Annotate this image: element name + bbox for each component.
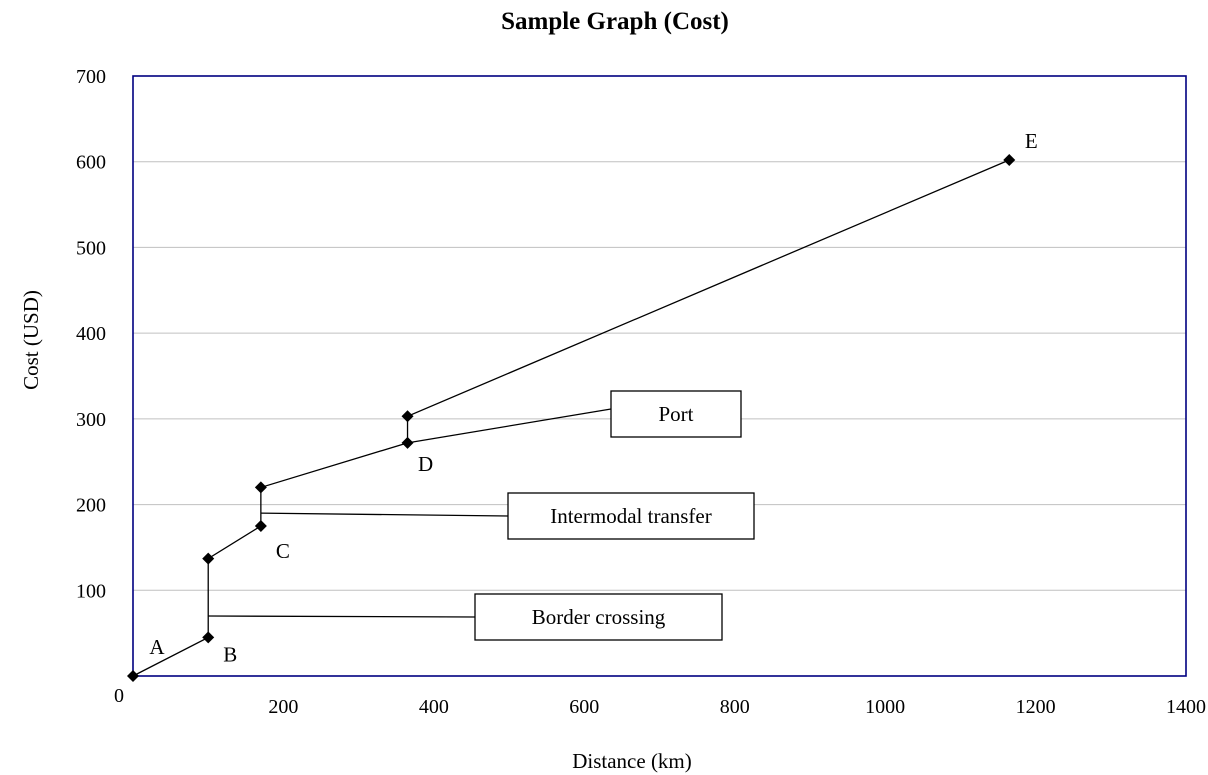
point-label: D — [418, 452, 433, 476]
point-labels: A B C D E — [149, 129, 1037, 666]
y-tick-label: 700 — [76, 66, 106, 88]
point-label: B — [223, 642, 237, 666]
x-tick-label: 0 — [114, 685, 124, 707]
x-tick-label: 1400 — [1166, 696, 1206, 718]
annotation-leader-line — [260, 512, 509, 517]
cost-series — [127, 154, 1016, 682]
annotation-leader-line — [208, 615, 476, 618]
x-tick-label: 800 — [720, 696, 750, 718]
x-tick-label: 200 — [268, 696, 298, 718]
y-tick-label: 300 — [76, 409, 106, 431]
annotation-label: Border crossing — [532, 605, 666, 629]
x-tick-label: 400 — [419, 696, 449, 718]
data-point-marker — [1003, 154, 1016, 166]
annotations: Border crossing Intermodal transfer Port — [208, 390, 755, 641]
y-axis-label: Cost (USD) — [19, 290, 43, 390]
x-tick-label: 1200 — [1016, 696, 1056, 718]
point-label: A — [149, 635, 165, 659]
data-point-marker — [254, 481, 267, 494]
data-point-marker — [127, 670, 139, 682]
y-tick-label: 200 — [76, 495, 106, 517]
x-axis-ticks: 0 200 400 600 800 1000 1200 1400 — [114, 685, 1206, 718]
x-tick-label: 1000 — [865, 696, 905, 718]
annotation-label: Port — [658, 402, 693, 426]
annotation-label: Intermodal transfer — [550, 504, 712, 528]
annotation-leader-line — [407, 408, 612, 444]
point-label: C — [276, 539, 290, 563]
annotation-box — [474, 593, 723, 641]
x-tick-label: 600 — [569, 696, 599, 718]
annotation-box — [507, 492, 755, 540]
data-point-marker — [401, 410, 414, 423]
y-tick-label: 100 — [76, 580, 106, 602]
plot-area-frame — [132, 75, 1187, 677]
y-tick-label: 500 — [76, 237, 106, 259]
y-axis-ticks: 100 200 300 400 500 600 700 — [76, 66, 106, 602]
point-label: E — [1025, 129, 1038, 153]
y-tick-label: 400 — [76, 323, 106, 345]
data-point-marker — [254, 520, 267, 532]
chart-title: Sample Graph (Cost) — [501, 8, 729, 35]
data-point-marker — [202, 552, 215, 565]
annotation-box — [610, 390, 742, 438]
x-axis-label: Distance (km) — [572, 749, 692, 773]
data-point-marker — [202, 631, 215, 644]
y-tick-label: 600 — [76, 152, 106, 174]
